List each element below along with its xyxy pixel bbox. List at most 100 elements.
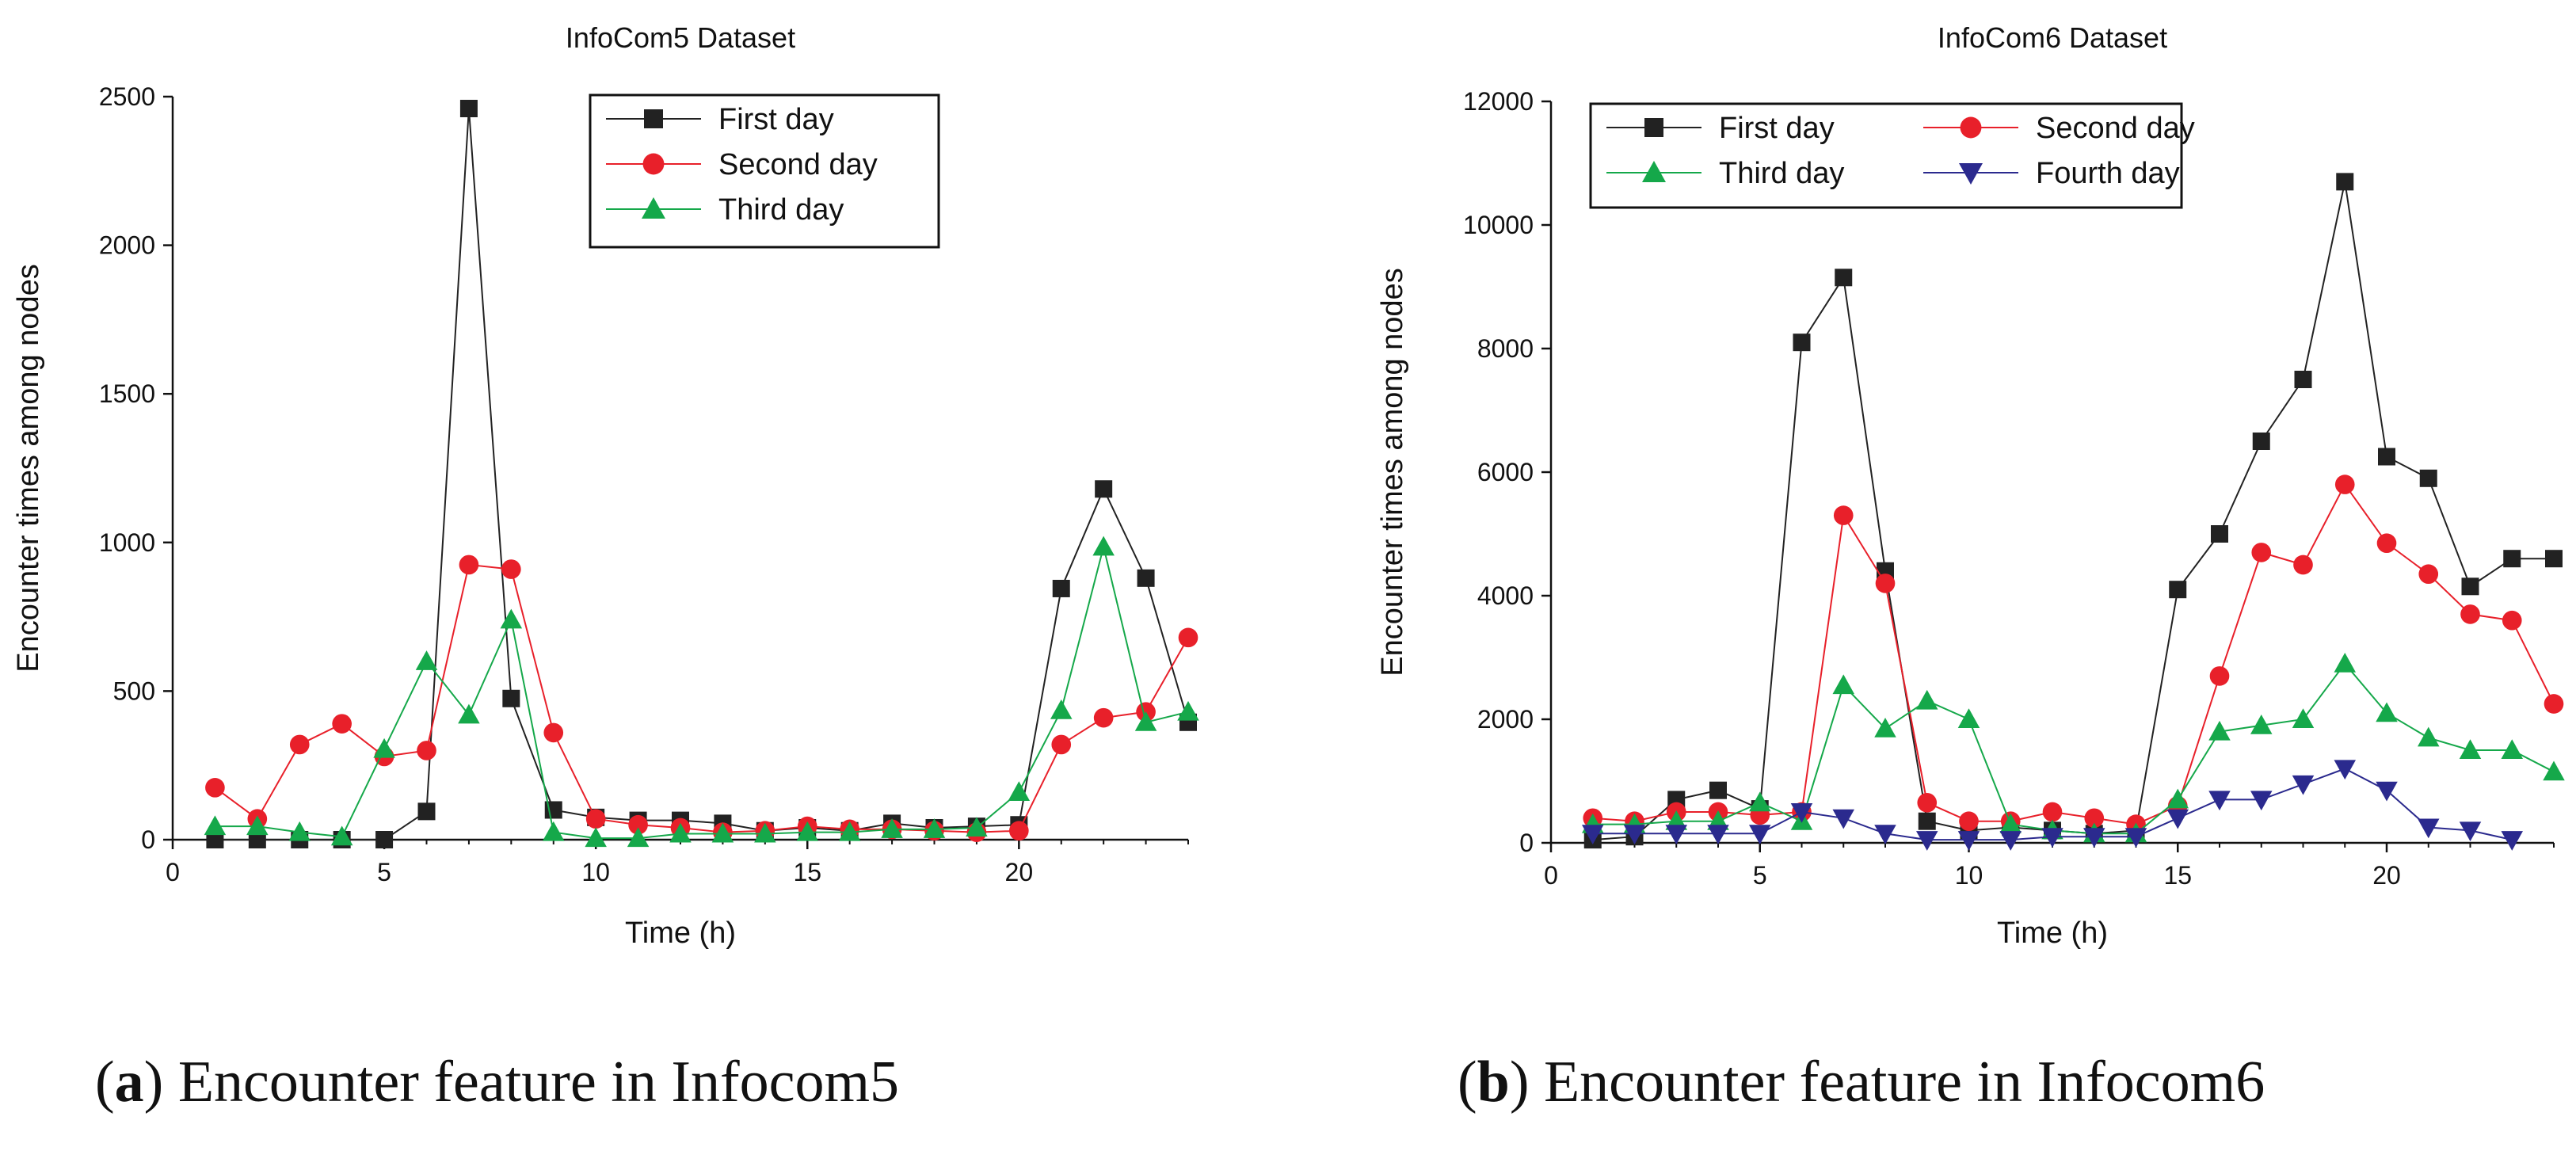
legend-entry-first-day: First day (1606, 112, 1835, 145)
data-point (881, 818, 903, 838)
data-point (1916, 831, 1938, 851)
data-point (2334, 760, 2356, 780)
data-point (500, 608, 523, 629)
data-point (1707, 825, 1729, 845)
x-tick-label: 10 (1955, 861, 1983, 890)
data-point (628, 814, 648, 835)
legend: First day Second day Third day Fourth day (1589, 102, 2195, 209)
series-line (215, 547, 1189, 840)
series-fourth-day (1582, 760, 2523, 851)
x-tick-label: 0 (1544, 861, 1558, 890)
caption-close-paren: ) (144, 1050, 178, 1115)
x-tick-label: 15 (2163, 861, 2192, 890)
series-second-day (205, 555, 1198, 842)
data-point (838, 821, 861, 841)
caption-close-paren: ) (1510, 1050, 1544, 1115)
data-point (2252, 433, 2270, 450)
data-point (2334, 475, 2355, 494)
y-tick-label: 1000 (99, 528, 155, 557)
caption-open-paren: ( (1458, 1050, 1477, 1115)
caption-label: a (115, 1050, 144, 1115)
series-second-day (1583, 475, 2564, 834)
legend-label: Second day (718, 148, 878, 181)
data-point (1623, 825, 1646, 845)
legend-label: First day (718, 103, 834, 136)
x-tick-label: 0 (166, 858, 180, 886)
data-point (2376, 781, 2398, 802)
data-point (330, 825, 353, 846)
legend-marker (1959, 163, 1983, 185)
x-axis-label: Time (h) (1997, 917, 2108, 950)
data-point (2503, 550, 2521, 568)
data-point (2042, 802, 2063, 822)
data-point (375, 831, 394, 848)
x-tick-label: 20 (1005, 858, 1034, 886)
legend-marker (1642, 161, 1666, 182)
chart-infocom6: InfoCom6 Dataset 0 5 10 15 20 0 2000 4000 6000 800… (1376, 21, 2565, 1115)
data-point (2041, 828, 2063, 848)
data-point (2501, 831, 2523, 851)
data-point (2166, 788, 2189, 809)
data-point (2460, 604, 2480, 624)
data-point (205, 778, 225, 798)
data-point (1052, 579, 1070, 597)
data-point (2502, 610, 2522, 631)
data-point (2461, 577, 2479, 596)
data-point (1092, 535, 1115, 556)
data-point (2124, 828, 2147, 848)
y-tick-label: 0 (1519, 829, 1534, 857)
data-point (1582, 825, 1604, 845)
data-point (417, 741, 436, 760)
y-tick-label: 6000 (1477, 458, 1534, 486)
data-point (2418, 818, 2440, 839)
data-point (2543, 760, 2565, 781)
data-point (1874, 825, 1896, 845)
caption-text: Encounter feature in Infocom6 (1544, 1050, 2265, 1115)
data-point (2083, 828, 2105, 848)
data-point (2209, 666, 2230, 686)
data-point (543, 821, 565, 841)
data-point (1095, 480, 1113, 498)
y-tick-label: 2000 (99, 231, 155, 260)
data-point (923, 818, 946, 838)
data-point (1999, 831, 2022, 851)
data-point (2336, 173, 2354, 191)
data-point (2208, 791, 2231, 811)
data-point (2292, 708, 2315, 728)
data-point (543, 722, 564, 743)
data-point (206, 831, 224, 848)
data-point (2250, 715, 2273, 734)
y-tick-label: 2000 (1477, 705, 1534, 734)
data-point (2501, 739, 2523, 759)
legend-entry-fourth-day: Fourth day (1923, 157, 2180, 190)
data-point (1832, 809, 1854, 829)
x-tick-label: 5 (1753, 861, 1767, 890)
legend-box (1589, 102, 2183, 209)
data-point (2419, 469, 2437, 487)
data-point (459, 100, 478, 118)
data-point (1959, 811, 1979, 832)
y-tick-label: 4000 (1477, 581, 1534, 610)
data-point (1008, 781, 1031, 801)
data-point (1917, 792, 1938, 813)
caption-open-paren: ( (95, 1050, 115, 1115)
series-third-day (204, 535, 1199, 848)
data-point (2418, 726, 2440, 747)
data-point (2545, 550, 2563, 568)
data-point (1875, 574, 1896, 593)
y-tick-label: 500 (113, 676, 155, 705)
data-point (2459, 739, 2482, 759)
legend-label: Third day (1719, 157, 1844, 190)
legend-entry-second-day: Second day (1923, 112, 2195, 145)
data-point (1793, 333, 1811, 352)
x-tick-label: 20 (2372, 861, 2401, 890)
y-axis-label: Encounter times among nodes (12, 264, 45, 672)
caption-label: b (1477, 1050, 1510, 1115)
data-point (459, 555, 479, 575)
x-axis-label: Time (h) (625, 917, 736, 950)
data-point (627, 827, 650, 848)
legend-entry-third-day: Third day (1606, 157, 1844, 190)
y-tick-label: 2500 (99, 82, 155, 111)
data-point (248, 831, 266, 848)
